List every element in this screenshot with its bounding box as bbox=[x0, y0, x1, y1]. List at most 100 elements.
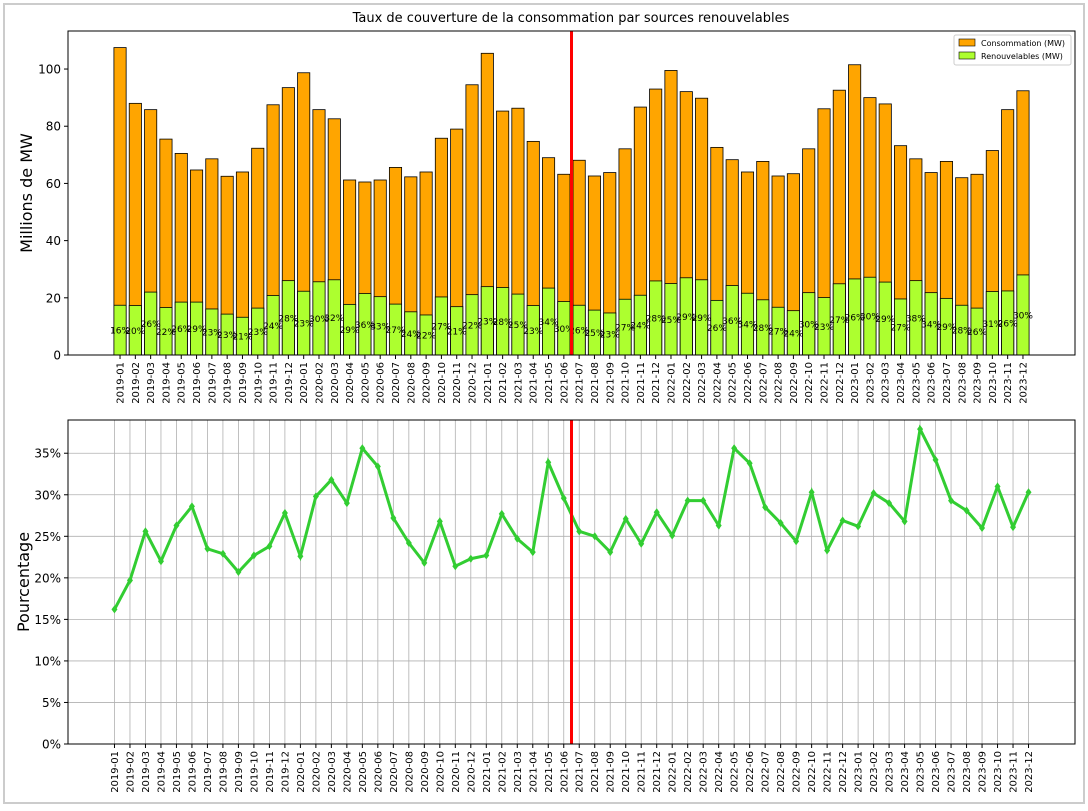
marker bbox=[762, 503, 769, 512]
x-tick-label: 2019-01 bbox=[110, 751, 121, 793]
marker bbox=[591, 532, 598, 541]
marker bbox=[870, 489, 877, 498]
marker bbox=[901, 517, 908, 526]
x-tick-label: 2022-11 bbox=[820, 362, 831, 404]
bar-label: 30% bbox=[860, 313, 880, 323]
x-tick-label: 2020-03 bbox=[327, 751, 338, 793]
x-tick-label: 2020-06 bbox=[376, 362, 387, 404]
x-tick-label: 2022-08 bbox=[776, 751, 787, 793]
marker bbox=[421, 558, 428, 567]
marker bbox=[622, 514, 629, 523]
x-tick-label: 2021-12 bbox=[651, 362, 662, 404]
x-tick-label: 2020-03 bbox=[330, 362, 341, 404]
x-tick-label: 2023-12 bbox=[1018, 362, 1029, 404]
marker bbox=[235, 568, 242, 577]
y-tick-label: 20 bbox=[46, 291, 61, 305]
marker bbox=[1025, 488, 1032, 497]
legend-swatch bbox=[958, 51, 976, 60]
x-tick-label: 2020-04 bbox=[342, 751, 353, 793]
x-tick-label: 2022-01 bbox=[666, 362, 677, 404]
marker bbox=[436, 517, 443, 526]
x-tick-label: 2022-01 bbox=[668, 751, 679, 793]
marker bbox=[948, 496, 955, 505]
bar-label: 23% bbox=[523, 327, 543, 337]
marker bbox=[281, 509, 288, 518]
marker bbox=[777, 519, 784, 528]
x-tick-label: 2020-08 bbox=[404, 751, 415, 793]
x-tick-label: 2019-11 bbox=[269, 362, 280, 404]
x-tick-label: 2021-06 bbox=[559, 751, 570, 793]
marker bbox=[963, 506, 970, 515]
marker bbox=[328, 475, 335, 484]
x-tick-label: 2022-07 bbox=[758, 362, 769, 404]
x-tick-label: 2020-07 bbox=[391, 362, 402, 404]
bar-label: 24% bbox=[630, 322, 650, 332]
marker bbox=[126, 576, 133, 585]
x-tick-label: 2023-02 bbox=[865, 362, 876, 404]
x-tick-label: 2019-08 bbox=[223, 362, 234, 404]
x-tick-label: 2019-02 bbox=[131, 362, 142, 404]
x-tick-label: 2022-10 bbox=[807, 751, 818, 793]
x-tick-label: 2019-05 bbox=[172, 751, 183, 793]
bar-label: 26% bbox=[967, 328, 987, 338]
bar-label: 27% bbox=[829, 316, 849, 326]
x-tick-label: 2022-06 bbox=[743, 362, 754, 404]
x-tick-label: 2021-10 bbox=[621, 751, 632, 793]
bar-label: 24% bbox=[783, 329, 803, 339]
x-tick-label: 2019-07 bbox=[203, 751, 214, 793]
x-tick-label: 2019-09 bbox=[234, 751, 245, 793]
x-tick-label: 2019-03 bbox=[141, 751, 152, 793]
bar-label: 29% bbox=[187, 325, 207, 335]
x-tick-label: 2021-05 bbox=[544, 751, 555, 793]
bar-label: 24% bbox=[401, 330, 421, 340]
marker bbox=[684, 496, 691, 505]
x-tick-label: 2019-10 bbox=[249, 751, 260, 793]
bar-label: 26% bbox=[998, 319, 1018, 329]
bar-label: 28% bbox=[646, 314, 666, 324]
marker bbox=[219, 549, 226, 558]
bar-label: 23% bbox=[248, 328, 268, 338]
y-tick-label: 30% bbox=[34, 488, 61, 502]
x-tick-label: 2021-04 bbox=[529, 362, 540, 404]
x-tick-label: 2020-08 bbox=[406, 362, 417, 404]
x-tick-label: 2023-12 bbox=[1024, 751, 1035, 793]
marker bbox=[994, 482, 1001, 491]
x-tick-label: 2022-05 bbox=[730, 751, 741, 793]
x-tick-label: 2019-07 bbox=[207, 362, 218, 404]
x-tick-label: 2019-12 bbox=[280, 751, 291, 793]
x-tick-label: 2023-01 bbox=[850, 362, 861, 404]
x-tick-label: 2021-09 bbox=[606, 751, 617, 793]
bar-label: 34% bbox=[539, 318, 559, 328]
bar-label: 30% bbox=[554, 325, 574, 335]
marker bbox=[483, 551, 490, 560]
y-tick-label: 80 bbox=[46, 120, 61, 134]
x-tick-label: 2022-11 bbox=[823, 751, 834, 793]
y-tick-label: 0% bbox=[42, 738, 61, 752]
marker bbox=[855, 522, 862, 531]
marker bbox=[932, 455, 939, 464]
x-tick-label: 2023-01 bbox=[854, 751, 865, 793]
x-tick-label: 2021-09 bbox=[605, 362, 616, 404]
marker bbox=[638, 539, 645, 548]
bar-label: 22% bbox=[416, 331, 436, 341]
marker bbox=[467, 554, 474, 563]
x-tick-label: 2023-08 bbox=[962, 751, 973, 793]
x-tick-label: 2021-02 bbox=[498, 362, 509, 404]
x-tick-label: 2020-12 bbox=[468, 362, 479, 404]
x-tick-label: 2021-02 bbox=[497, 751, 508, 793]
x-tick-label: 2020-11 bbox=[452, 362, 463, 404]
marker bbox=[142, 527, 149, 536]
x-tick-label: 2019-12 bbox=[284, 362, 295, 404]
x-tick-label: 2020-09 bbox=[422, 362, 433, 404]
bar-label: 27% bbox=[385, 326, 405, 336]
bar-label: 38% bbox=[906, 314, 926, 324]
legend-label: Renouvelables (MW) bbox=[981, 52, 1063, 61]
x-tick-label: 2023-11 bbox=[1003, 362, 1014, 404]
bar-label: 22% bbox=[156, 328, 176, 338]
marker bbox=[715, 521, 722, 530]
marker bbox=[653, 508, 660, 517]
y-tick-label: 10% bbox=[34, 654, 61, 668]
marker bbox=[979, 524, 986, 532]
marker bbox=[793, 537, 800, 546]
x-tick-label: 2020-10 bbox=[437, 362, 448, 404]
